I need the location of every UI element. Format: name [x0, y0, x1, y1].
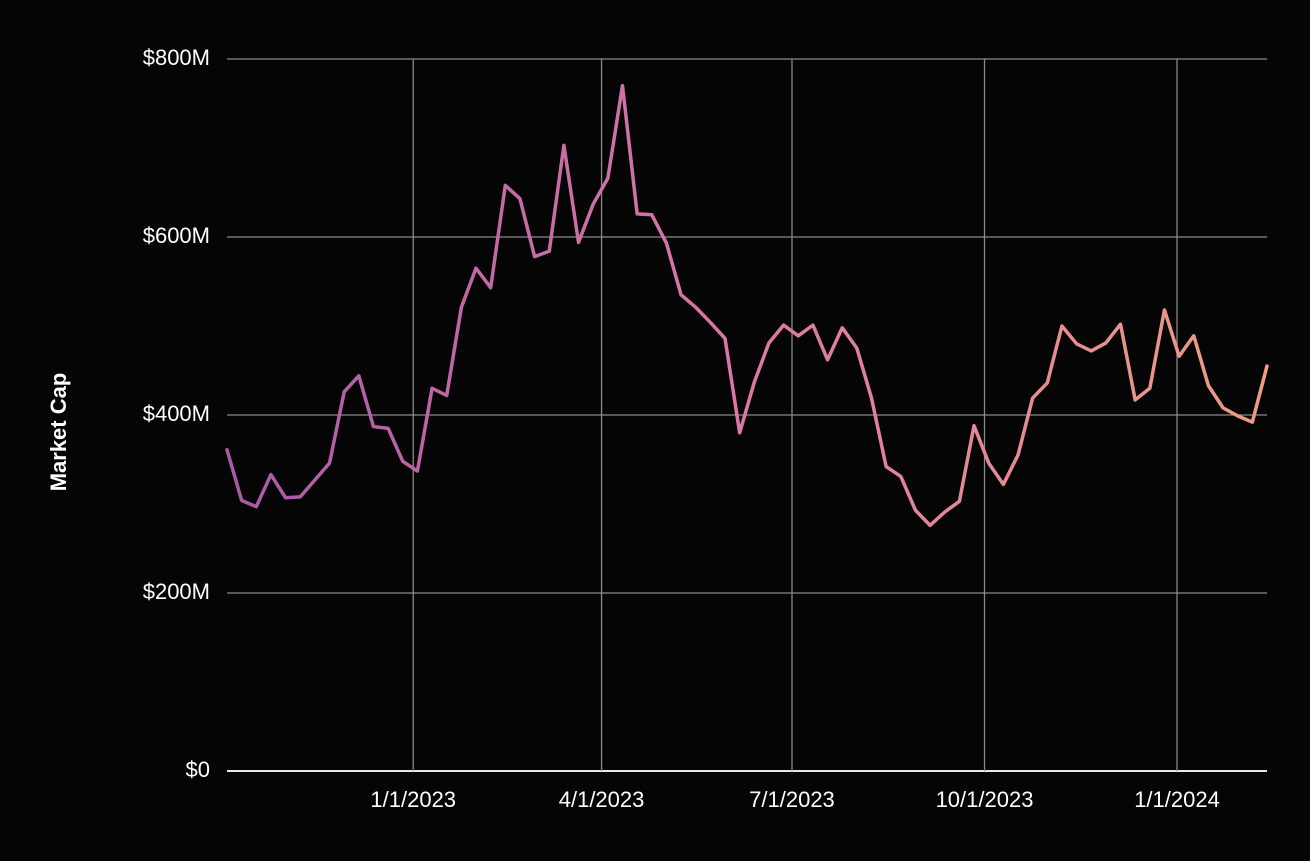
x-tick-label: 1/1/2023: [370, 787, 456, 812]
y-tick-label: $600M: [143, 223, 210, 248]
x-tick-label: 4/1/2023: [559, 787, 645, 812]
y-tick-label: $800M: [143, 45, 210, 70]
x-tick-label: 1/1/2024: [1134, 787, 1220, 812]
y-tick-label: $0: [186, 757, 210, 782]
line-series: [225, 83, 1269, 528]
x-tick-label: 10/1/2023: [936, 787, 1034, 812]
y-tick-label: $400M: [143, 401, 210, 426]
y-tick-label: $200M: [143, 579, 210, 604]
y-axis-label: Market Cap: [46, 373, 71, 492]
x-tick-label: 7/1/2023: [749, 787, 835, 812]
